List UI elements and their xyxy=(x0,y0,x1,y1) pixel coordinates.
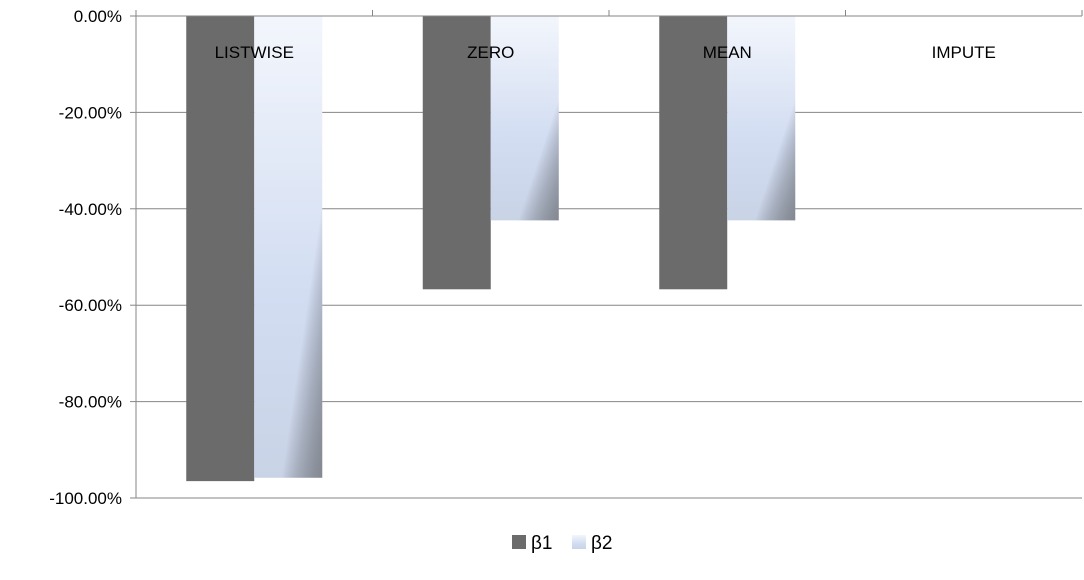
y-tick-labels: 0.00% -20.00% -40.00% -60.00% -80.00% -100.00… xyxy=(49,7,122,508)
category-label-mean: MEAN xyxy=(703,43,752,62)
axes xyxy=(130,10,1083,499)
bar-shade xyxy=(727,16,796,221)
category-label-zero: ZERO xyxy=(467,43,514,62)
y-tick-label: -40.00% xyxy=(59,200,122,219)
category-labels: LISTWISE ZERO MEAN IMPUTE xyxy=(215,43,996,62)
legend-swatch-β1 xyxy=(512,535,526,549)
y-tick-label: -60.00% xyxy=(59,296,122,315)
bar-β1-mean xyxy=(659,16,728,290)
legend: β1 β2 xyxy=(512,533,613,554)
bar-shade xyxy=(490,16,559,221)
bar-β1-zero xyxy=(422,16,491,290)
bar-shade xyxy=(254,16,323,478)
bars xyxy=(186,16,796,482)
category-label-impute: IMPUTE xyxy=(932,43,996,62)
legend-label-β2: β2 xyxy=(591,533,613,554)
legend-label-β1: β1 xyxy=(531,533,553,554)
bar-β1-listwise xyxy=(186,16,255,482)
category-label-listwise: LISTWISE xyxy=(215,43,294,62)
legend-swatch-β2 xyxy=(572,535,586,549)
y-tick-label: 0.00% xyxy=(74,7,122,26)
y-tick-label: -80.00% xyxy=(59,393,122,412)
y-tick-label: -100.00% xyxy=(49,489,122,508)
y-tick-label: -20.00% xyxy=(59,103,122,122)
